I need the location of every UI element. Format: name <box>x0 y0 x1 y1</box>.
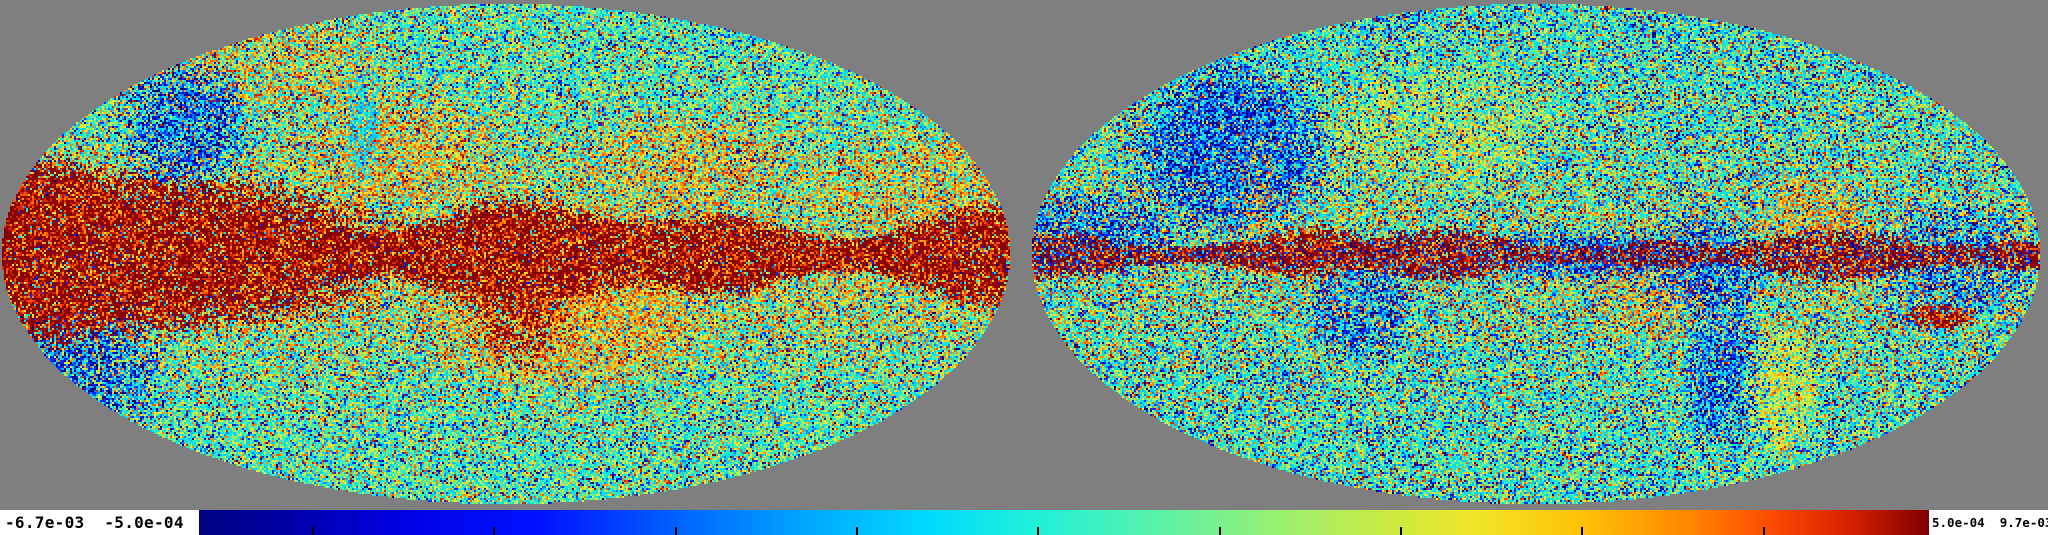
colorbar-tick <box>1581 527 1583 535</box>
colorbar: -6.7e-03 -5.0e-04 5.0e-04 9.7e-03 <box>0 510 2048 535</box>
colorbar-tick <box>1400 527 1402 535</box>
colorbar-min-labels: -6.7e-03 -5.0e-04 <box>0 510 199 535</box>
colorbar-tick <box>1763 527 1765 535</box>
colorbar-tick <box>1219 527 1221 535</box>
colorbar-tick <box>675 527 677 535</box>
colorbar-max-labels: 5.0e-04 9.7e-03 <box>1929 510 2048 535</box>
sky-map-left <box>0 0 1024 510</box>
colorbar-gradient <box>199 510 1929 535</box>
colorbar-tick <box>312 527 314 535</box>
colorbar-tick <box>1037 527 1039 535</box>
sky-map-right <box>1024 0 2048 510</box>
colorbar-tick <box>493 527 495 535</box>
colorbar-tick <box>856 527 858 535</box>
